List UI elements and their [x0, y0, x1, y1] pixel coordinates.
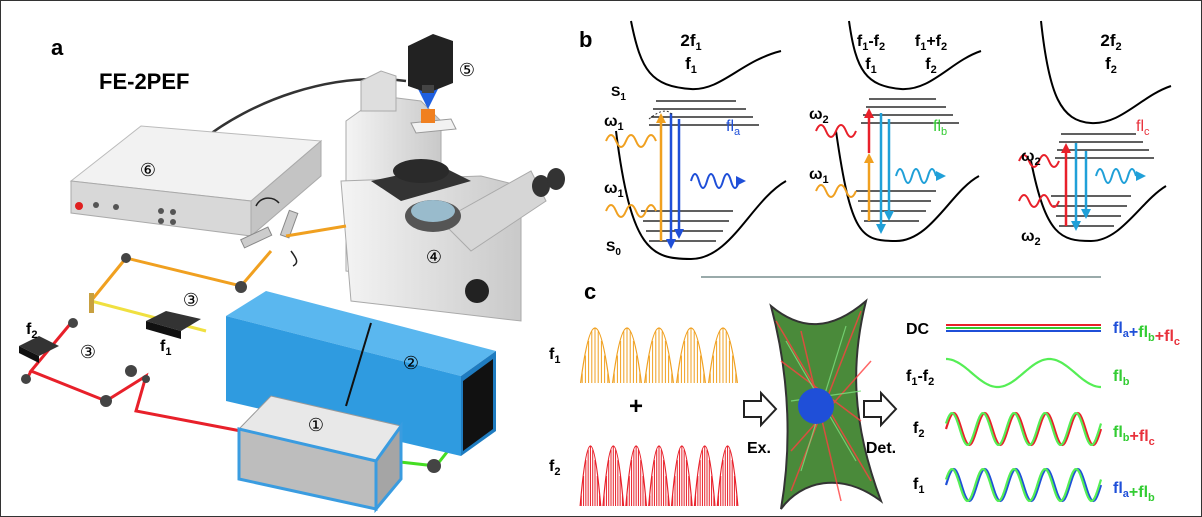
ex-label: Ex.	[747, 440, 771, 457]
wave-f2	[944, 411, 1103, 447]
pulse-envelope	[670, 445, 693, 507]
diagram2-top-right2: f2	[925, 56, 936, 76]
cell-image	[769, 298, 884, 510]
panel-a: a FE-2PEF ⑥	[19, 34, 565, 514]
wave-path	[946, 357, 1101, 389]
marker-5: ⑤	[459, 60, 475, 80]
laser-box-2	[226, 291, 496, 456]
diagram2-top-right: f1+f2	[915, 33, 947, 53]
diagram2-top-left2: f1	[865, 56, 876, 76]
panel-b: b 2f1 f1 ω1 ω1 fla	[579, 20, 1172, 278]
f1-label: f1	[160, 338, 171, 358]
term-label: fla+flb	[1113, 480, 1155, 504]
pulse-envelope	[693, 445, 716, 507]
term-label: fla+flb+flc	[1113, 320, 1180, 348]
panel-b-letter: b	[579, 27, 592, 52]
term-label: flb+flc	[1113, 424, 1155, 448]
laser-box-1	[237, 395, 403, 514]
term-label: flb	[1113, 368, 1130, 388]
pulse-envelope	[612, 327, 642, 384]
modulator-f2	[19, 336, 59, 363]
mirrors	[21, 253, 441, 473]
diagram1-top2: f1	[685, 54, 697, 76]
diagram3-fl: flc	[1136, 118, 1150, 138]
camera	[408, 34, 453, 93]
energy-diagram-2: f1-f2 f1 f1+f2 f2 ω2 ω1 flb	[809, 20, 982, 243]
plus-sign: +	[629, 393, 643, 420]
diagram1-omega-lower: ω1	[604, 180, 624, 200]
det-label: Det.	[866, 440, 896, 457]
pulse-train-f2	[579, 445, 739, 507]
wave-path	[944, 411, 1103, 447]
row-f1f2-label: f1-f2	[906, 368, 934, 388]
microscope	[340, 70, 565, 322]
pulse-envelope	[625, 445, 648, 507]
energy-diagram-3: 2f2 f2 ω2 ω2 flc	[1018, 20, 1172, 248]
energy-diagram-1: 2f1 f1 ω1 ω1 fla S1 S0	[604, 20, 787, 261]
diagram2-omega-upper: ω2	[809, 106, 829, 126]
pulse-train-f1	[580, 327, 738, 384]
wave-f1	[944, 467, 1103, 503]
setup-title: FE-2PEF	[99, 69, 189, 94]
marker-6: ⑥	[140, 160, 156, 180]
marker-1: ①	[308, 415, 324, 435]
diagram3-omega-upper: ω2	[1021, 148, 1041, 168]
pulse-envelope	[716, 445, 739, 507]
marker-2: ②	[403, 353, 419, 373]
state-s1: S1	[611, 83, 626, 103]
pulse-envelope	[676, 327, 706, 384]
c-f2-label: f2	[549, 458, 560, 478]
marker-3-f2: ③	[80, 342, 96, 362]
c-f1-label: f1	[549, 346, 560, 366]
diagram2-top-left: f1-f2	[857, 33, 885, 53]
diagram1-omega-upper: ω1	[604, 113, 624, 133]
controller-box	[69, 125, 323, 238]
row-dc-label: DC	[906, 321, 930, 338]
pulse-envelope	[580, 327, 610, 384]
scan-mirrors	[240, 197, 299, 267]
wave-path	[944, 467, 1103, 503]
pulse-envelope	[602, 445, 625, 507]
detection-arrow	[863, 390, 898, 428]
wave-path	[944, 467, 1103, 503]
panel-a-letter: a	[51, 35, 64, 60]
excitation-arrow	[743, 390, 778, 428]
diagram1-fl: fla	[726, 118, 741, 138]
wave-f1-f2	[946, 357, 1101, 389]
modulator-f1	[146, 311, 201, 339]
dichroic-mirror	[89, 293, 94, 313]
marker-4: ④	[426, 247, 442, 267]
row-f1-label: f1	[913, 476, 924, 496]
diagram3-top2: f2	[1105, 54, 1117, 76]
diagram2-omega-lower: ω1	[809, 166, 829, 186]
state-s0: S0	[606, 238, 621, 258]
f2-label: f2	[26, 321, 37, 341]
pulse-envelope	[648, 445, 670, 507]
row-f2-label: f2	[913, 420, 924, 440]
wave-path	[944, 411, 1103, 447]
pulse-envelope	[579, 445, 602, 507]
pulse-envelope	[644, 327, 674, 384]
fluorescence-terms: fla+flb+flc flb flb+flc fla+flb	[1113, 320, 1180, 504]
diagram2-fl: flb	[933, 118, 947, 138]
panel-c-letter: c	[584, 279, 596, 304]
pulse-envelope	[708, 327, 738, 384]
diagram3-omega-lower: ω2	[1021, 228, 1041, 248]
marker-3-f1: ③	[183, 290, 199, 310]
diagram1-top1: 2f1	[680, 31, 701, 53]
diagram3-top1: 2f2	[1100, 31, 1121, 53]
panel-c: c f1 + f2 Ex. Det. DC	[549, 279, 1180, 510]
